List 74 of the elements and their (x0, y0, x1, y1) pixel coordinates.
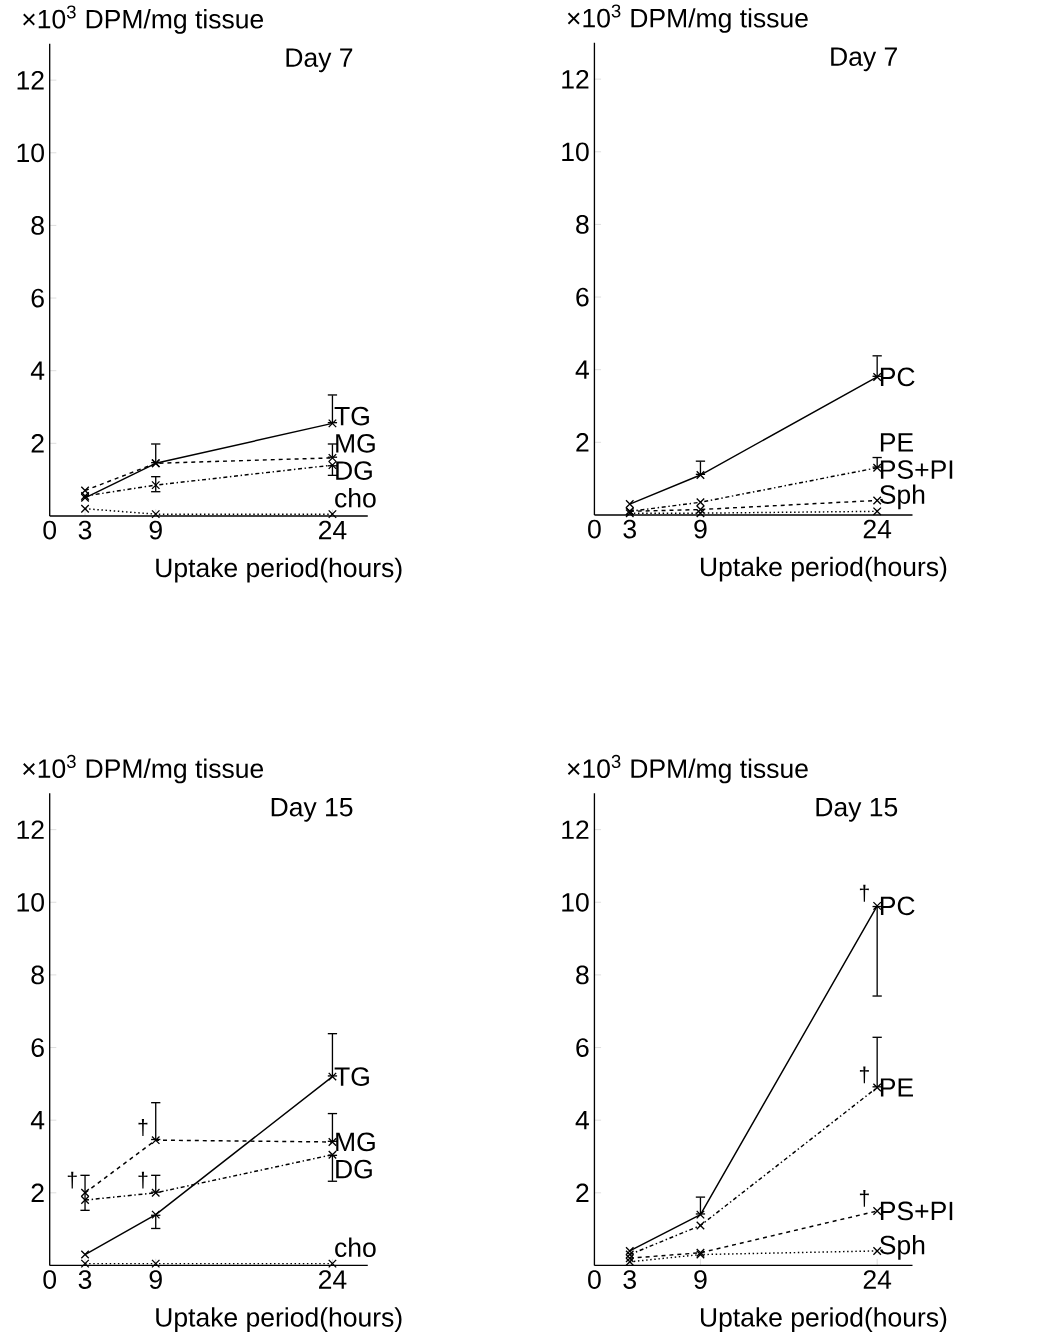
y-tick-label: 2 (576, 1183, 589, 1203)
x-tick-label: 24 (863, 1270, 892, 1289)
series-label: DG (336, 1159, 372, 1179)
series-label: PC (881, 896, 915, 916)
y-tick-label: 6 (576, 287, 589, 307)
chart-title: Day 7 (286, 48, 353, 73)
x-tick-label: 9 (149, 520, 162, 540)
series-label: cho (335, 1237, 376, 1258)
y-tick-label: 10 (562, 142, 589, 162)
y-tick-label: 8 (31, 216, 45, 235)
annotation: † (860, 884, 870, 902)
y-axis-title: ×10$^{3}$ DPM/mg tissue (23, 754, 264, 784)
y-tick-label: 2 (576, 433, 589, 452)
annotation: † (138, 1171, 148, 1189)
y-tick-label: 12 (17, 820, 44, 839)
x-axis-title: Uptake period(hours) (156, 557, 402, 583)
y-tick-label: 8 (31, 965, 45, 985)
x-tick-label: 0 (43, 1270, 57, 1289)
series-label: PE (881, 1078, 914, 1097)
x-axis-title: Uptake period(hours) (701, 1307, 947, 1332)
y-tick-label: 6 (576, 1038, 589, 1057)
series-label: MG (336, 433, 375, 453)
y-tick-label: 4 (575, 1111, 590, 1130)
x-tick-label: 3 (623, 519, 637, 539)
y-tick-label: 6 (31, 1038, 45, 1057)
x-tick-label: 0 (588, 519, 601, 539)
y-tick-label: 10 (562, 892, 589, 912)
x-tick-label: 24 (319, 1270, 347, 1289)
y-tick-label: 12 (562, 820, 589, 839)
y-tick-label: 12 (17, 70, 44, 90)
chart-title: Day 15 (816, 797, 898, 822)
y-tick-label: 8 (576, 965, 589, 985)
series-label: DG (336, 461, 372, 480)
y-tick-label: 4 (31, 1111, 45, 1130)
y-tick-label: 2 (31, 1183, 44, 1203)
series-label: TG (334, 1067, 370, 1086)
y-tick-label: 10 (17, 892, 45, 912)
annotation: † (67, 1171, 77, 1189)
series-label: MG (336, 1132, 375, 1152)
x-tick-label: 3 (78, 1270, 92, 1289)
x-tick-label: 0 (43, 520, 57, 540)
y-axis-title: ×10$^{3}$ DPM/mg tissue (567, 754, 808, 784)
x-axis-title: Uptake period(hours) (156, 1307, 402, 1332)
series-label: cho (335, 488, 376, 508)
y-tick-label: 4 (575, 360, 590, 379)
x-axis-title: Uptake period(hours) (701, 556, 947, 582)
y-tick-label: 4 (31, 361, 45, 380)
y-tick-label: 8 (576, 215, 589, 234)
series-label: PS+PI (881, 1201, 953, 1221)
x-tick-label: 9 (149, 1270, 162, 1289)
x-tick-label: 9 (694, 1270, 707, 1289)
y-tick-label: 6 (31, 288, 45, 308)
series-label: PC (881, 367, 915, 387)
y-tick-label: 12 (562, 69, 589, 89)
x-tick-label: 24 (319, 520, 347, 540)
y-tick-label: 10 (17, 143, 45, 163)
annotation: † (138, 1119, 148, 1136)
series-label: PE (881, 433, 914, 452)
x-tick-label: 0 (588, 1270, 601, 1289)
y-tick-label: 2 (31, 434, 44, 453)
series-label: Sph (880, 484, 925, 510)
y-axis-title: ×10$^{3}$ DPM/mg tissue (23, 5, 264, 34)
x-tick-label: 3 (78, 520, 92, 540)
chart-title: Day 7 (831, 47, 898, 72)
series-label: TG (334, 406, 370, 426)
x-tick-label: 9 (694, 519, 707, 539)
y-axis-title: ×10$^{3}$ DPM/mg tissue (567, 4, 808, 33)
chart-title: Day 15 (271, 797, 353, 822)
x-tick-label: 24 (863, 519, 892, 539)
annotation: † (860, 1189, 870, 1207)
x-tick-label: 3 (623, 1270, 637, 1289)
series-label: PS+PI (881, 460, 953, 479)
series-label: Sph (880, 1234, 925, 1260)
annotation: † (860, 1066, 870, 1084)
